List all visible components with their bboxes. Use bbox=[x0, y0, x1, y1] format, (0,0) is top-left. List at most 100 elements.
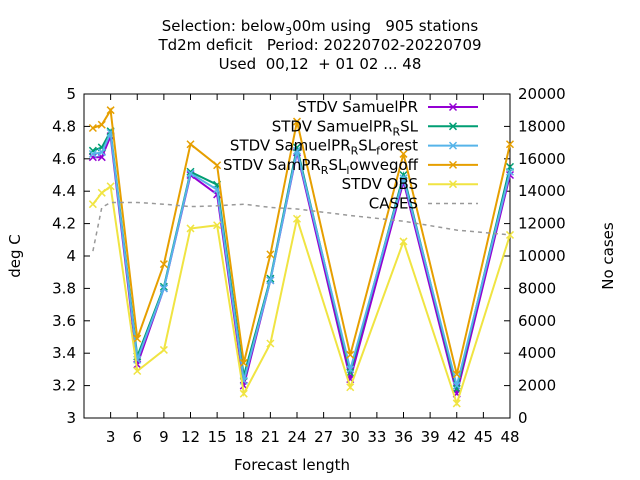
data-point bbox=[292, 214, 302, 223]
y-tick-label: 4.6 bbox=[52, 150, 76, 168]
y-tick-label: 4.8 bbox=[52, 117, 76, 135]
y2-tick-label: 20000 bbox=[518, 85, 566, 103]
data-point bbox=[346, 365, 355, 374]
y2-tick-label: 18000 bbox=[518, 117, 566, 135]
y2-tick-label: 12000 bbox=[518, 215, 566, 233]
data-point bbox=[106, 106, 115, 115]
data-point bbox=[448, 122, 458, 131]
data-point bbox=[292, 146, 302, 155]
data-point bbox=[448, 160, 458, 169]
data-point bbox=[448, 180, 458, 189]
x-tick-label: 48 bbox=[500, 428, 519, 446]
x-tick-label: 39 bbox=[421, 428, 440, 446]
y-tick-label: 3 bbox=[66, 409, 76, 427]
x-tick-label: 18 bbox=[234, 428, 253, 446]
data-point bbox=[106, 182, 115, 191]
x-tick-label: 6 bbox=[132, 428, 142, 446]
data-point bbox=[186, 169, 195, 178]
y-tick-label: 5 bbox=[66, 85, 76, 103]
data-point bbox=[239, 358, 248, 367]
y2-tick-label: 4000 bbox=[518, 344, 556, 362]
data-point bbox=[292, 117, 302, 126]
data-point bbox=[133, 355, 142, 364]
y-axis-label: deg C bbox=[6, 234, 24, 278]
legend-label: STDV OBS bbox=[342, 175, 418, 193]
series-layer bbox=[88, 106, 515, 408]
data-point bbox=[452, 384, 461, 393]
x-tick-label: 3 bbox=[106, 428, 116, 446]
y2-tick-label: 8000 bbox=[518, 279, 556, 297]
series-5 bbox=[92, 201, 511, 252]
legend-item-4: STDV OBS bbox=[342, 175, 478, 193]
data-point bbox=[266, 250, 275, 259]
data-point bbox=[448, 141, 458, 150]
data-point bbox=[88, 149, 97, 158]
data-point bbox=[505, 230, 515, 239]
y2-tick-label: 14000 bbox=[518, 182, 566, 200]
legend-label: STDV SamuelPR bbox=[297, 98, 418, 116]
data-point bbox=[186, 224, 195, 233]
x-tick-label: 12 bbox=[181, 428, 200, 446]
y2-tick-label: 2000 bbox=[518, 377, 556, 395]
legend-item-1: STDV SamuelPRRSL bbox=[272, 117, 478, 138]
data-point bbox=[399, 174, 408, 183]
data-point bbox=[452, 399, 461, 408]
x-axis-label: Forecast length bbox=[234, 456, 350, 474]
y2-tick-label: 0 bbox=[518, 409, 528, 427]
data-point bbox=[452, 370, 461, 379]
y-tick-label: 4.4 bbox=[52, 182, 76, 200]
x-tick-label: 36 bbox=[394, 428, 413, 446]
series-2 bbox=[88, 128, 515, 390]
x-tick-label: 9 bbox=[159, 428, 169, 446]
series-3 bbox=[88, 106, 515, 379]
data-point bbox=[97, 188, 106, 197]
data-point bbox=[399, 237, 408, 246]
data-point bbox=[133, 334, 142, 343]
y-tick-label: 4.2 bbox=[52, 215, 76, 233]
data-point bbox=[399, 149, 408, 158]
y2-tick-label: 10000 bbox=[518, 247, 566, 265]
data-point bbox=[346, 383, 355, 392]
data-point bbox=[346, 350, 355, 359]
x-tick-label: 33 bbox=[367, 428, 386, 446]
y-tick-label: 3.6 bbox=[52, 312, 76, 330]
data-point bbox=[266, 276, 275, 285]
y-tick-label: 3.8 bbox=[52, 279, 76, 297]
data-point bbox=[88, 153, 97, 162]
data-point bbox=[88, 123, 97, 133]
y2-tick-label: 6000 bbox=[518, 312, 556, 330]
legend-item-0: STDV SamuelPR bbox=[297, 98, 478, 116]
x-tick-label: 24 bbox=[287, 428, 306, 446]
data-point bbox=[505, 140, 515, 149]
data-point bbox=[97, 148, 106, 157]
axes: 3 3.2 3.4 3.6 3.8 4 4.2 4.4 4.6 4.8 5 0 2000 4000 6000… bbox=[52, 85, 566, 446]
data-point bbox=[452, 381, 461, 390]
data-point bbox=[97, 120, 106, 129]
data-point bbox=[266, 339, 275, 348]
series-line bbox=[92, 107, 511, 375]
chart-title-line-2: Td2m deficit Period: 20220702-20220709 bbox=[158, 36, 482, 54]
data-point bbox=[213, 221, 222, 230]
data-point bbox=[239, 389, 248, 398]
series-line bbox=[92, 201, 511, 252]
data-point bbox=[213, 161, 222, 170]
y2-tick-label: 16000 bbox=[518, 150, 566, 168]
x-tick-label: 21 bbox=[261, 428, 280, 446]
legend-label: STDV SamuelPRRSLforest bbox=[230, 137, 418, 158]
legend-label: CASES bbox=[369, 195, 418, 213]
data-point bbox=[448, 102, 458, 112]
data-point bbox=[159, 284, 168, 293]
y2-axis-label: No cases bbox=[599, 222, 617, 290]
data-point bbox=[505, 167, 515, 176]
y-tick-label: 4 bbox=[66, 247, 76, 265]
y-tick-label: 3.4 bbox=[52, 344, 76, 362]
chart-title-line-3: Used 00,12 + 01 02 ... 48 bbox=[218, 55, 422, 73]
data-point bbox=[186, 167, 195, 176]
legend-item-5: CASES bbox=[369, 195, 478, 213]
data-point bbox=[133, 366, 142, 376]
series-line bbox=[92, 129, 511, 386]
series-line bbox=[92, 184, 511, 407]
x-tick-label: 15 bbox=[208, 428, 227, 446]
